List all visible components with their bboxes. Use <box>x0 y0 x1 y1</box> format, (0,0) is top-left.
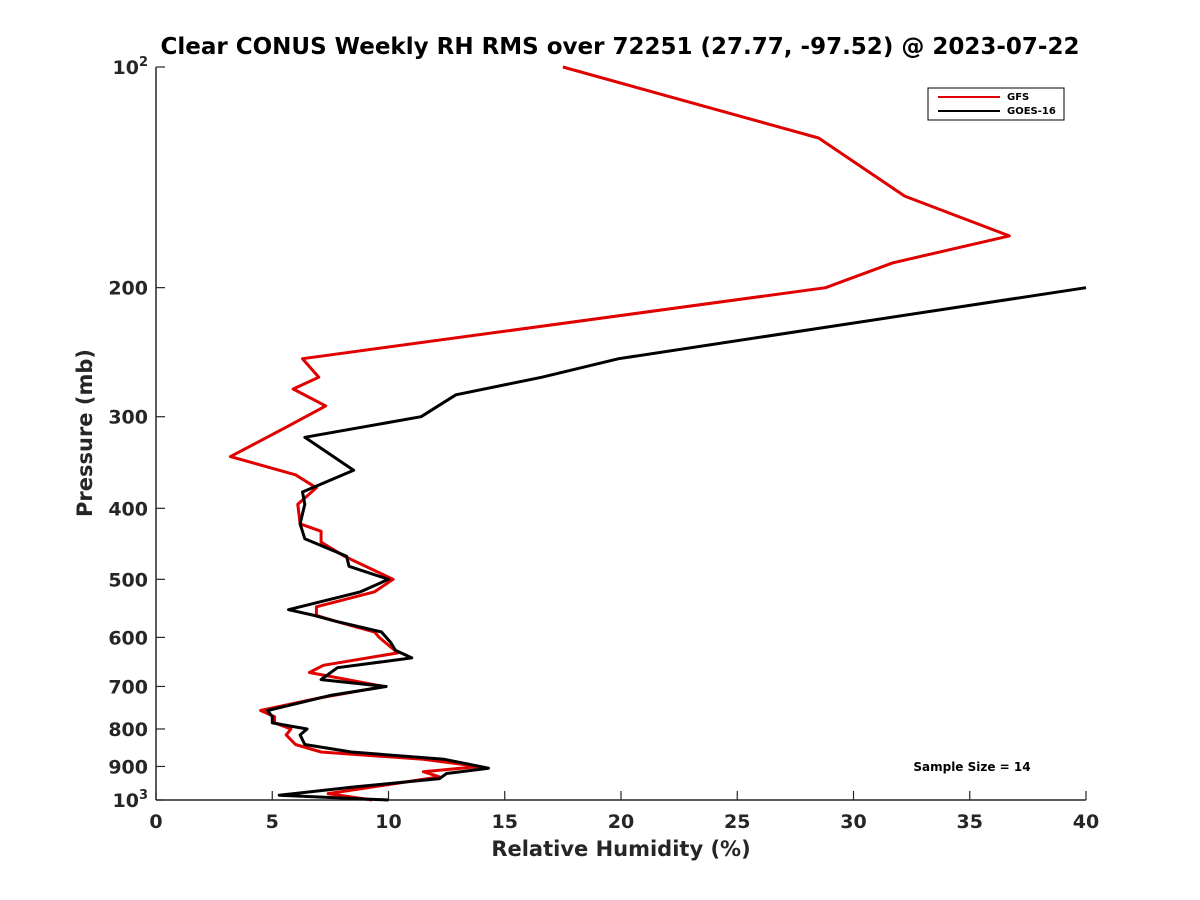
y-axis-label: Pressure (mb) <box>73 349 97 517</box>
x-axis-label: Relative Humidity (%) <box>491 837 750 861</box>
y-tick-label: 400 <box>108 498 148 520</box>
legend: GFS GOES-16 <box>927 87 1065 121</box>
x-tick-label: 5 <box>266 811 279 833</box>
x-tick-label: 25 <box>724 811 750 833</box>
legend-label-goes16: GOES-16 <box>1007 106 1056 117</box>
y-tick-label: 700 <box>108 676 148 698</box>
y-tick-label: 102 <box>113 55 149 79</box>
sample-size-annotation: Sample Size = 14 <box>913 760 1030 774</box>
series-line-goes16 <box>266 286 1087 802</box>
x-ticks: 0 5 10 15 20 25 30 35 40 <box>149 791 1099 833</box>
y-tick-label: 900 <box>108 756 148 778</box>
x-tick-label: 30 <box>840 811 866 833</box>
y-tick-label: 200 <box>108 278 148 300</box>
x-tick-label: 35 <box>957 811 983 833</box>
y-tick-label: 800 <box>108 719 148 741</box>
legend-label-gfs: GFS <box>1007 92 1029 103</box>
y-tick-label: 600 <box>108 627 148 649</box>
series-line-gfs <box>228 65 1011 802</box>
chart-title: Clear CONUS Weekly RH RMS over 72251 (27… <box>161 34 1080 60</box>
y-ticks: 102 200 300 400 500 600 700 800 900 103 <box>108 55 165 812</box>
y-tick-label: 103 <box>113 788 149 812</box>
series-layer <box>228 65 1087 802</box>
plot-area <box>155 67 1086 801</box>
x-tick-label: 0 <box>149 811 162 833</box>
x-tick-label: 20 <box>608 811 634 833</box>
y-tick-label: 300 <box>108 407 148 429</box>
x-tick-label: 10 <box>375 811 401 833</box>
legend-box <box>927 87 1065 121</box>
x-tick-label: 15 <box>492 811 518 833</box>
x-tick-label: 40 <box>1073 811 1099 833</box>
y-tick-label: 500 <box>108 569 148 591</box>
